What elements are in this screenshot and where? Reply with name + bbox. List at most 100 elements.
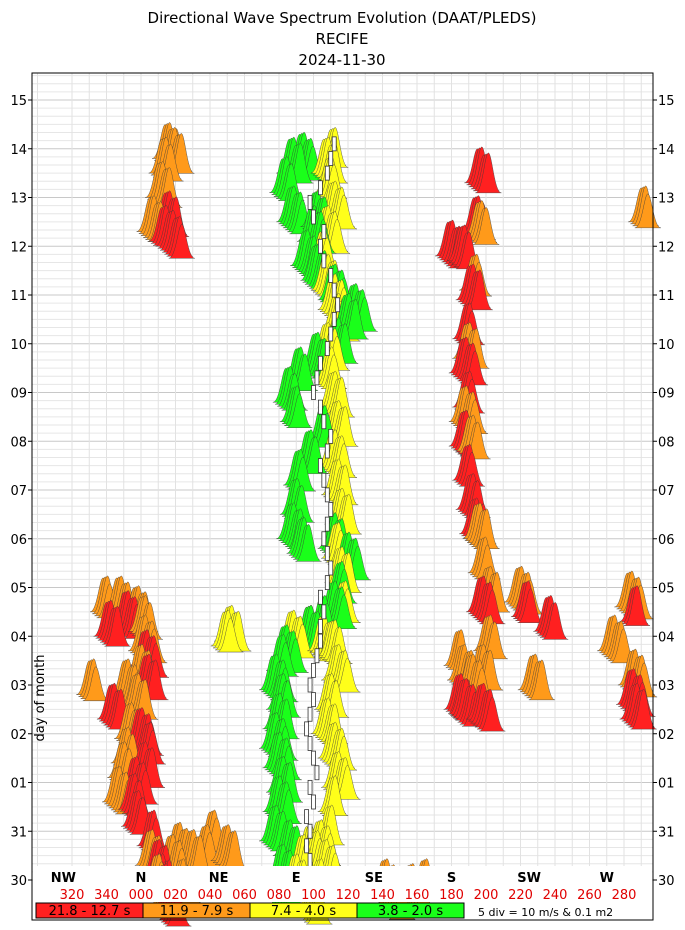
- spectrum-peak: [458, 451, 486, 487]
- y-tick-right: 14: [658, 143, 675, 158]
- y-tick-right: 10: [658, 338, 675, 353]
- wind-bar: [328, 502, 334, 517]
- direction-tick: 280: [612, 888, 637, 903]
- wind-bar: [328, 326, 334, 342]
- spectrum-peak: [475, 152, 502, 194]
- wind-bars: [304, 136, 341, 883]
- y-tick-left: 07: [10, 484, 27, 499]
- y-tick-right: 08: [658, 435, 675, 450]
- y-tick-right: 30: [658, 874, 675, 889]
- y-tick-left: 30: [10, 874, 27, 889]
- compass-label: N: [136, 871, 147, 886]
- y-tick-left: 04: [10, 630, 27, 645]
- compass-label: SW: [517, 871, 541, 886]
- wind-bar: [324, 487, 330, 503]
- label-strip: [33, 866, 652, 902]
- wind-bar: [324, 545, 330, 561]
- y-tick-right: 11: [658, 289, 675, 304]
- wind-bar: [321, 472, 327, 488]
- wind-bar: [307, 779, 313, 795]
- chart-title: Directional Wave Spectrum Evolution (DAA…: [148, 9, 537, 27]
- wind-bar: [307, 194, 313, 210]
- chart-subtitle-date: 2024-11-30: [298, 51, 385, 69]
- y-tick-left: 02: [10, 728, 27, 743]
- direction-tick: 040: [198, 888, 223, 903]
- legend-label: 3.8 - 2.0 s: [378, 904, 443, 919]
- wind-bar: [304, 809, 310, 825]
- wind-bar: [317, 355, 323, 371]
- y-tick-right: 13: [658, 192, 675, 207]
- wind-bar: [328, 560, 334, 576]
- wind-bar: [324, 575, 330, 591]
- y-axis-label: day of month: [33, 655, 48, 742]
- wind-bar: [328, 428, 334, 444]
- y-tick-right: 01: [658, 777, 675, 792]
- wind-bar: [307, 677, 313, 693]
- compass-label: NW: [51, 871, 76, 886]
- wind-bar: [321, 531, 327, 547]
- wind-bar: [317, 238, 323, 254]
- wind-bar: [317, 399, 323, 415]
- direction-tick: 260: [577, 888, 602, 903]
- wind-bar: [311, 209, 316, 225]
- compass-label: SE: [365, 871, 383, 886]
- spectrum-peak: [286, 393, 313, 428]
- chart-subtitle-location: RECIFE: [316, 30, 369, 48]
- direction-tick: 320: [60, 888, 85, 903]
- wind-bar: [324, 341, 330, 357]
- y-tick-right: 03: [658, 679, 675, 694]
- legend-label: 7.4 - 4.0 s: [271, 904, 336, 919]
- y-tick-right: 09: [658, 387, 675, 402]
- wind-bar: [331, 282, 337, 298]
- y-tick-right: 02: [658, 728, 675, 743]
- wind-bar: [328, 151, 334, 166]
- spectrum-peak: [82, 666, 109, 701]
- direction-tick: 240: [543, 888, 568, 903]
- wind-bar: [317, 619, 323, 634]
- spectrum-peak: [473, 207, 500, 245]
- spectrum-peaks: [76, 122, 661, 927]
- spectrum-peak: [322, 775, 349, 816]
- y-tick-right: 12: [658, 240, 675, 255]
- y-tick-left: 06: [10, 533, 27, 548]
- spectrum-peak: [217, 617, 244, 653]
- y-tick-right: 15: [658, 94, 675, 109]
- wind-bar: [314, 648, 320, 664]
- spectrum-peak: [473, 508, 500, 549]
- wind-bar: [311, 692, 316, 708]
- wind-bar: [331, 136, 337, 152]
- compass-label: W: [600, 871, 614, 886]
- wind-bar: [311, 794, 316, 810]
- direction-tick: 140: [370, 888, 395, 903]
- y-axis-ticks: 30 30 31 31 01 01 02 02 03 03 04 04 05 05 06 06 07 07 08 08…: [10, 94, 674, 889]
- wind-bar: [324, 516, 330, 532]
- x-axis-labels: NW N NE E SE S SW W 320 340 000 020 040 060 080 100 120 1…: [33, 866, 652, 903]
- wind-bar: [311, 750, 316, 766]
- wind-bar: [321, 414, 327, 430]
- wind-bar: [335, 297, 341, 313]
- spectrum-peak: [330, 594, 358, 629]
- y-tick-right: 06: [658, 533, 675, 548]
- wind-bar: [307, 736, 313, 751]
- period-legend: 21.8 - 12.7 s 11.9 - 7.9 s 7.4 - 4.0 s 3.8 …: [35, 902, 465, 919]
- wind-bar: [307, 706, 313, 722]
- direction-tick: 220: [508, 888, 533, 903]
- direction-tick: 100: [301, 888, 326, 903]
- spectrum-peak: [295, 524, 322, 562]
- wind-bar: [317, 633, 323, 649]
- wind-bar: [317, 458, 323, 474]
- scale-note: 5 div = 10 m/s & 0.1 m2: [478, 906, 613, 919]
- wind-bar: [328, 268, 334, 283]
- wind-bar: [321, 604, 327, 620]
- wind-bar: [317, 589, 323, 605]
- spectrum-peak: [634, 193, 661, 229]
- compass-label: E: [292, 871, 301, 886]
- direction-tick: 120: [336, 888, 361, 903]
- wind-bar: [311, 385, 316, 400]
- spectrum-peak: [481, 621, 508, 660]
- spectrum-peak: [168, 223, 195, 259]
- wind-bar: [307, 853, 313, 868]
- y-tick-left: 13: [10, 192, 27, 207]
- wind-bar: [321, 253, 327, 269]
